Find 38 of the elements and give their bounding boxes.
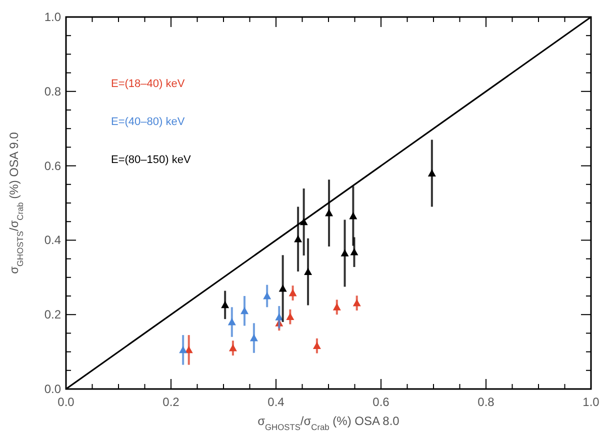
y-tick-label: 0.0	[44, 382, 62, 396]
point	[275, 313, 284, 320]
y-tick-label: 0.8	[44, 84, 62, 98]
x-tick-label: 0.6	[372, 395, 390, 409]
x-tick-label: 1.0	[582, 395, 600, 409]
point	[352, 299, 361, 306]
point	[332, 303, 341, 310]
point	[263, 292, 272, 300]
y-tick-label: 1.0	[44, 10, 62, 24]
point	[350, 248, 358, 256]
y-tick-label: 0.4	[44, 233, 62, 248]
point	[184, 346, 193, 354]
x-axis-title: σ$_{GHOSTS}$/σ$_{Crab}$ (%) OSA 8.0	[258, 414, 400, 432]
x-tick-label: 0.0	[58, 395, 75, 409]
x-tick-label: 0.8	[478, 395, 495, 409]
point	[340, 249, 349, 256]
point	[428, 169, 436, 176]
text: E=(18–40) keV	[111, 78, 186, 90]
point	[312, 342, 321, 350]
point	[288, 289, 297, 296]
point	[325, 209, 334, 216]
point	[294, 235, 302, 242]
point	[240, 306, 248, 314]
point	[221, 300, 230, 308]
point	[250, 334, 258, 342]
x-tick-label: 0.2	[162, 395, 180, 409]
text: E=(40–80) keV	[111, 116, 186, 128]
y-tick-label: 0.6	[44, 158, 62, 173]
point	[304, 268, 312, 276]
point	[228, 344, 237, 352]
point	[228, 318, 236, 326]
x-tick-label: 0.4	[268, 395, 285, 409]
point	[179, 346, 188, 354]
text: E=(80–150) keV	[111, 154, 192, 166]
point	[278, 284, 287, 292]
y-tick-label: 0.2	[44, 308, 62, 322]
point	[349, 212, 358, 220]
point	[286, 312, 294, 320]
